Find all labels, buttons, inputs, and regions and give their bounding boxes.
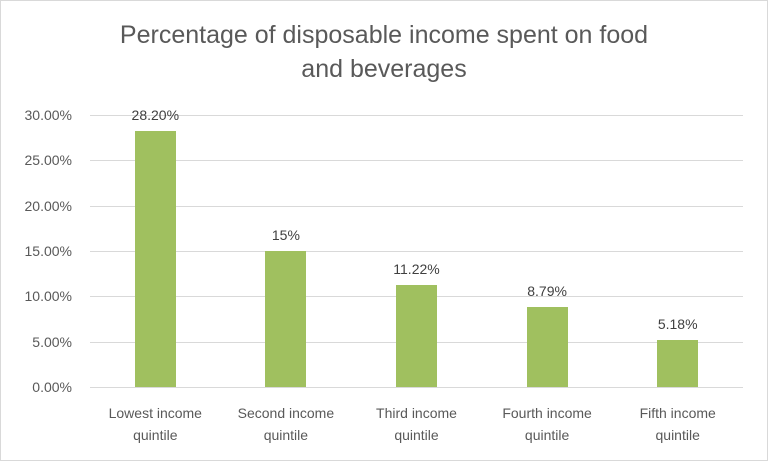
y-tick-label: 5.00% bbox=[32, 333, 72, 350]
y-tick-label: 25.00% bbox=[24, 152, 72, 169]
y-tick-label: 15.00% bbox=[24, 243, 72, 259]
bar bbox=[396, 285, 437, 387]
y-tick-label: 0.00% bbox=[32, 379, 72, 395]
bar bbox=[134, 131, 176, 387]
y-tick-label: 10.00% bbox=[24, 288, 72, 305]
gridline bbox=[90, 251, 743, 252]
x-tick-label: Third income quintile bbox=[376, 405, 457, 443]
gridline bbox=[90, 387, 743, 388]
data-label: 5.18% bbox=[657, 316, 698, 333]
chart-title: Percentage of disposable income spent on… bbox=[0, 18, 768, 86]
data-label: 11.22% bbox=[393, 261, 440, 278]
chart-title-line-1: Percentage of disposable income spent on… bbox=[119, 21, 649, 49]
x-tick-label: Fifth income quintile bbox=[639, 405, 716, 443]
data-label: 15% bbox=[271, 227, 300, 243]
gridline bbox=[90, 160, 743, 162]
data-label: 8.79% bbox=[527, 283, 567, 300]
x-tick-label: Lowest income quintile bbox=[108, 405, 202, 443]
bar bbox=[265, 251, 307, 387]
data-label: 28.20% bbox=[131, 107, 180, 124]
bar bbox=[657, 340, 699, 387]
y-tick-label: 20.00% bbox=[24, 197, 72, 214]
gridline bbox=[90, 115, 743, 116]
y-tick-label: 30.00% bbox=[24, 107, 72, 123]
bar bbox=[526, 307, 568, 387]
x-tick-label: Fourth income quintile bbox=[502, 405, 592, 443]
chart-title-line-2: and beverages bbox=[301, 55, 467, 83]
plot-area: 28.20% 15% 11.22% 8.79% 5.18% bbox=[90, 107, 743, 388]
x-tick-label: Second income quintile bbox=[237, 405, 335, 443]
gridline bbox=[90, 205, 743, 207]
